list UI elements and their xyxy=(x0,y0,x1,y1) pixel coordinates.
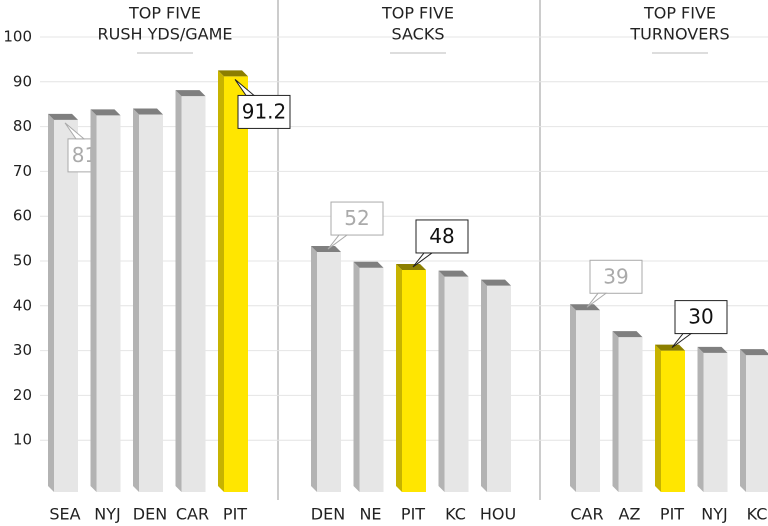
bar-cap xyxy=(133,108,163,115)
x-tick-label: CAR xyxy=(176,505,209,524)
label-pointer xyxy=(671,333,693,349)
y-tick-label: 90 xyxy=(13,72,32,90)
bar-cap xyxy=(740,349,768,356)
x-tick-label: DEN xyxy=(133,505,167,524)
bar-side xyxy=(612,331,619,492)
label-box xyxy=(237,94,291,129)
bar-side xyxy=(697,346,704,492)
panel-title: TOP FIVE xyxy=(381,4,454,23)
bar-side xyxy=(655,344,661,492)
y-tick-label: 100 xyxy=(3,28,32,46)
bar-side xyxy=(740,349,746,492)
panel-subtitle: TURNOVERS xyxy=(629,25,729,44)
bar-cap xyxy=(697,346,728,353)
bar-cap xyxy=(570,304,600,311)
x-tick-label: PIT xyxy=(223,505,247,524)
panel-title: TOP FIVE xyxy=(128,4,201,23)
bar-side xyxy=(133,108,139,492)
x-tick-label: PIT xyxy=(660,505,684,524)
y-tick-label: 70 xyxy=(13,162,32,180)
bar-side xyxy=(48,113,54,492)
y-tick-label: 20 xyxy=(13,386,32,404)
bar xyxy=(618,337,643,492)
bar xyxy=(487,285,511,492)
bar-cap xyxy=(48,113,78,120)
x-tick-label: PIT xyxy=(401,505,425,524)
bar-cap xyxy=(90,109,121,116)
y-tick-label: 10 xyxy=(13,431,32,449)
x-tick-label: AZ xyxy=(619,505,641,524)
x-tick-label: NYJ xyxy=(94,505,120,524)
x-tick-label: HOU xyxy=(480,505,516,524)
x-tick-label: NYJ xyxy=(701,505,727,524)
x-tick-label: DEN xyxy=(311,505,345,524)
value-label: 52 xyxy=(344,206,369,230)
bar-cap xyxy=(353,261,384,268)
bar xyxy=(576,310,600,492)
label-box xyxy=(589,259,643,294)
y-tick-label: 60 xyxy=(13,207,32,225)
bar-side xyxy=(481,279,487,492)
bar-side xyxy=(311,246,317,492)
bar-cap xyxy=(481,279,511,286)
bar-cap xyxy=(655,344,685,351)
panel-subtitle: RUSH YDS/GAME xyxy=(98,25,233,44)
bar-side xyxy=(396,263,402,492)
y-tick-label: 30 xyxy=(13,341,32,359)
bar xyxy=(661,350,685,492)
value-label: 30 xyxy=(688,305,713,329)
value-label: 91.2 xyxy=(242,99,287,123)
bar-cap xyxy=(396,263,426,270)
bar xyxy=(746,355,768,492)
bar-side xyxy=(175,90,182,493)
label-pointer xyxy=(412,252,434,268)
bar xyxy=(703,352,728,492)
bar xyxy=(139,114,163,492)
x-tick-label: SEA xyxy=(49,505,80,524)
bar-side xyxy=(353,261,360,492)
bar xyxy=(181,96,206,493)
value-label: 39 xyxy=(603,264,628,288)
bar-side xyxy=(90,109,97,493)
bar-cap xyxy=(311,246,341,253)
label-pointer xyxy=(586,292,608,308)
bar xyxy=(317,252,341,492)
bar-side xyxy=(218,70,224,492)
bar-side xyxy=(438,270,445,492)
bar-cap xyxy=(612,331,643,338)
panel-subtitle: SACKS xyxy=(392,25,445,44)
bar xyxy=(444,276,469,492)
bar-cap xyxy=(438,270,469,277)
label-box xyxy=(330,201,384,236)
label-pointer xyxy=(64,122,86,140)
label-pointer xyxy=(327,234,349,250)
label-pointer xyxy=(234,79,256,96)
bar xyxy=(402,269,426,492)
y-tick-label: 80 xyxy=(13,117,32,135)
bar-cap xyxy=(175,90,206,97)
label-box xyxy=(674,300,728,335)
bar xyxy=(96,115,121,493)
x-tick-label: CAR xyxy=(570,505,603,524)
x-tick-label: NE xyxy=(359,505,381,524)
bar xyxy=(54,119,78,492)
bar xyxy=(359,267,384,492)
label-box xyxy=(415,219,469,254)
x-tick-label: KC xyxy=(445,505,466,524)
value-label: 48 xyxy=(429,224,454,248)
y-tick-label: 50 xyxy=(13,252,32,270)
y-tick-label: 40 xyxy=(13,296,32,314)
bar-cap xyxy=(218,70,248,77)
bar-side xyxy=(570,304,576,492)
bar xyxy=(224,76,248,492)
x-tick-label: KC xyxy=(747,505,768,524)
panel-title: TOP FIVE xyxy=(643,4,716,23)
